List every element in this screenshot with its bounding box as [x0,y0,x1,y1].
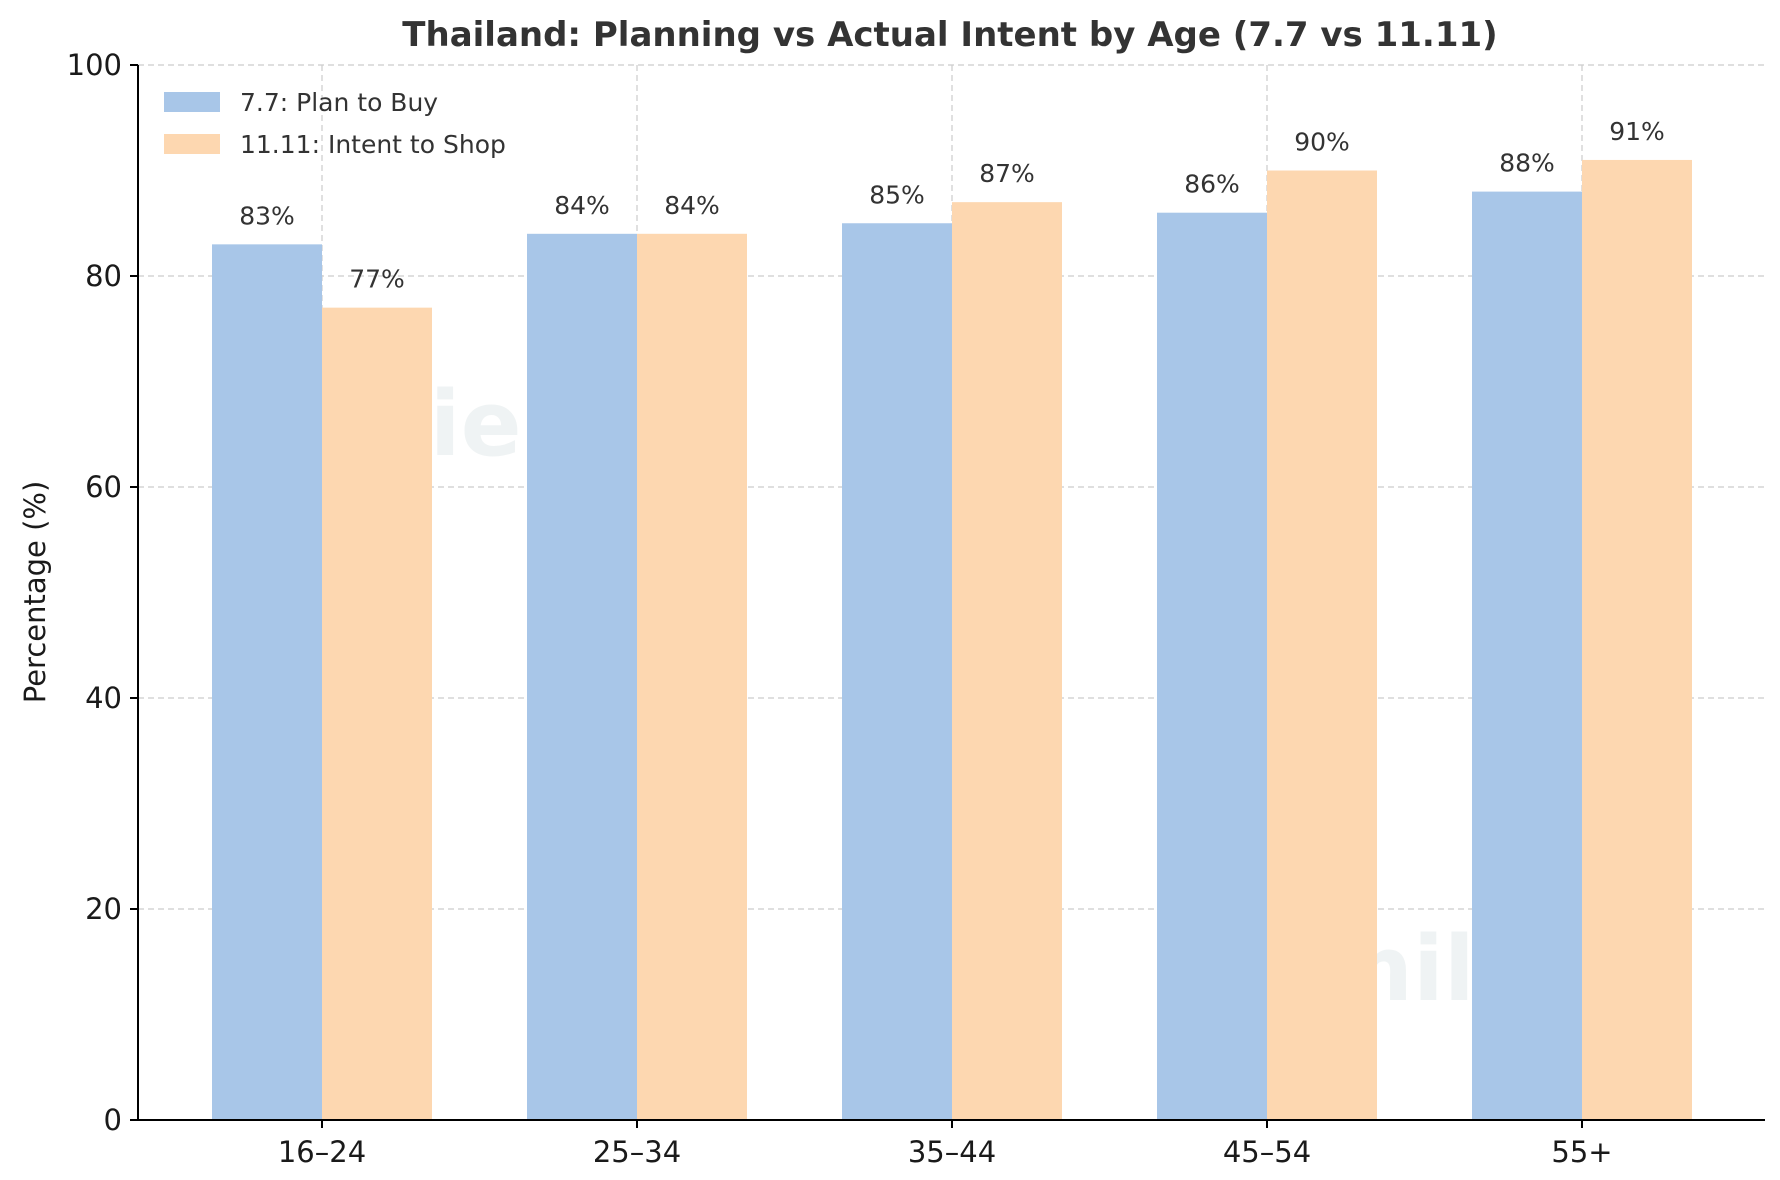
y-tick-label: 40 [85,681,122,715]
y-tick-label: 100 [67,48,122,82]
bar-plan-1 [527,233,637,1121]
x-tick-label: 45–54 [1223,1135,1311,1169]
chart-title: Thailand: Planning vs Actual Intent by A… [402,15,1497,55]
legend-swatch-intent [164,134,220,154]
bar-intent-1 [637,233,747,1121]
y-axis-label: Percentage (%) [18,481,52,704]
data-label-plan-2: 85% [869,180,925,209]
bar-intent-0 [322,307,432,1120]
bar-plan-2 [842,223,952,1120]
legend: 7.7: Plan to Buy 11.11: Intent to Shop [164,88,506,159]
legend-label-plan: 7.7: Plan to Buy [240,88,438,117]
bar-intent-2 [952,202,1062,1120]
y-ticks: 0 20 40 60 80 100 [67,48,138,1137]
legend-swatch-plan [164,92,220,112]
data-label-plan-1: 84% [554,191,610,220]
x-tick-label: 16–24 [278,1135,366,1169]
x-ticks: 16–24 25–34 35–44 45–54 55+ [278,1120,1613,1169]
y-tick-label: 20 [85,892,122,926]
data-label-intent-3: 90% [1294,128,1350,157]
data-label-intent-2: 87% [979,159,1035,188]
data-label-intent-0: 77% [349,265,405,294]
y-tick-label: 0 [104,1103,122,1137]
data-label-intent-4: 91% [1609,117,1665,146]
data-label-intent-1: 84% [664,191,720,220]
bar-plan-4 [1472,191,1582,1121]
data-label-plan-3: 86% [1184,170,1240,199]
y-tick-label: 60 [85,470,122,504]
data-label-plan-4: 88% [1499,149,1555,178]
bar-intent-3 [1267,170,1377,1120]
x-tick-label: 55+ [1551,1135,1612,1169]
bar-plan-0 [212,244,322,1121]
y-tick-label: 80 [85,259,122,293]
bar-plan-3 [1157,212,1267,1120]
bars [212,159,1692,1121]
bar-intent-4 [1582,159,1692,1120]
legend-label-intent: 11.11: Intent to Shop [240,130,506,159]
x-tick-label: 25–34 [593,1135,681,1169]
value-labels: 83% 84% 85% 86% 88% 77% 84% 87% 90% 91% [239,117,1665,294]
x-tick-label: 35–44 [908,1135,996,1169]
data-label-plan-0: 83% [239,201,295,230]
